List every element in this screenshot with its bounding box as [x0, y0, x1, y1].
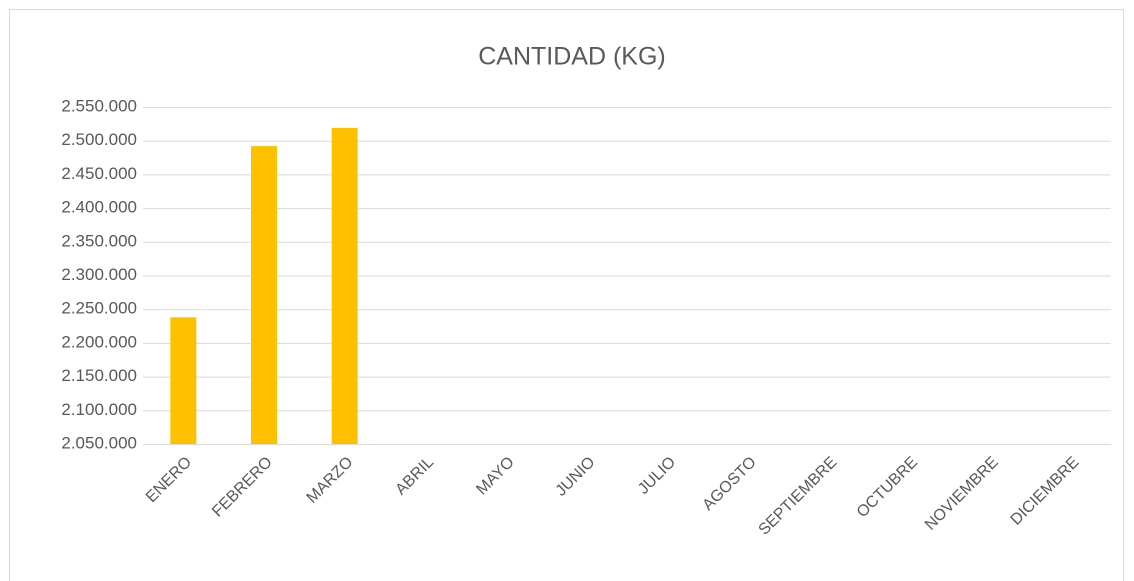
chart-title: CANTIDAD (KG) [478, 43, 666, 71]
y-tick-label: 2.500.000 [61, 130, 137, 149]
y-tick-label: 2.100.000 [61, 400, 137, 419]
y-tick-label: 2.450.000 [61, 164, 137, 183]
y-tick-label: 2.550.000 [61, 96, 137, 115]
y-tick-label: 2.300.000 [61, 265, 137, 284]
bar [251, 146, 277, 445]
y-tick-label: 2.350.000 [61, 231, 137, 250]
y-tick-label: 2.400.000 [61, 198, 137, 217]
y-tick-label: 2.200.000 [61, 332, 137, 351]
y-tick-label: 2.250.000 [61, 299, 137, 318]
bar [170, 317, 197, 444]
chart-frame [9, 9, 1124, 581]
y-tick-label: 2.050.000 [61, 433, 137, 452]
bar [331, 127, 358, 445]
y-tick-label: 2.150.000 [61, 366, 137, 385]
